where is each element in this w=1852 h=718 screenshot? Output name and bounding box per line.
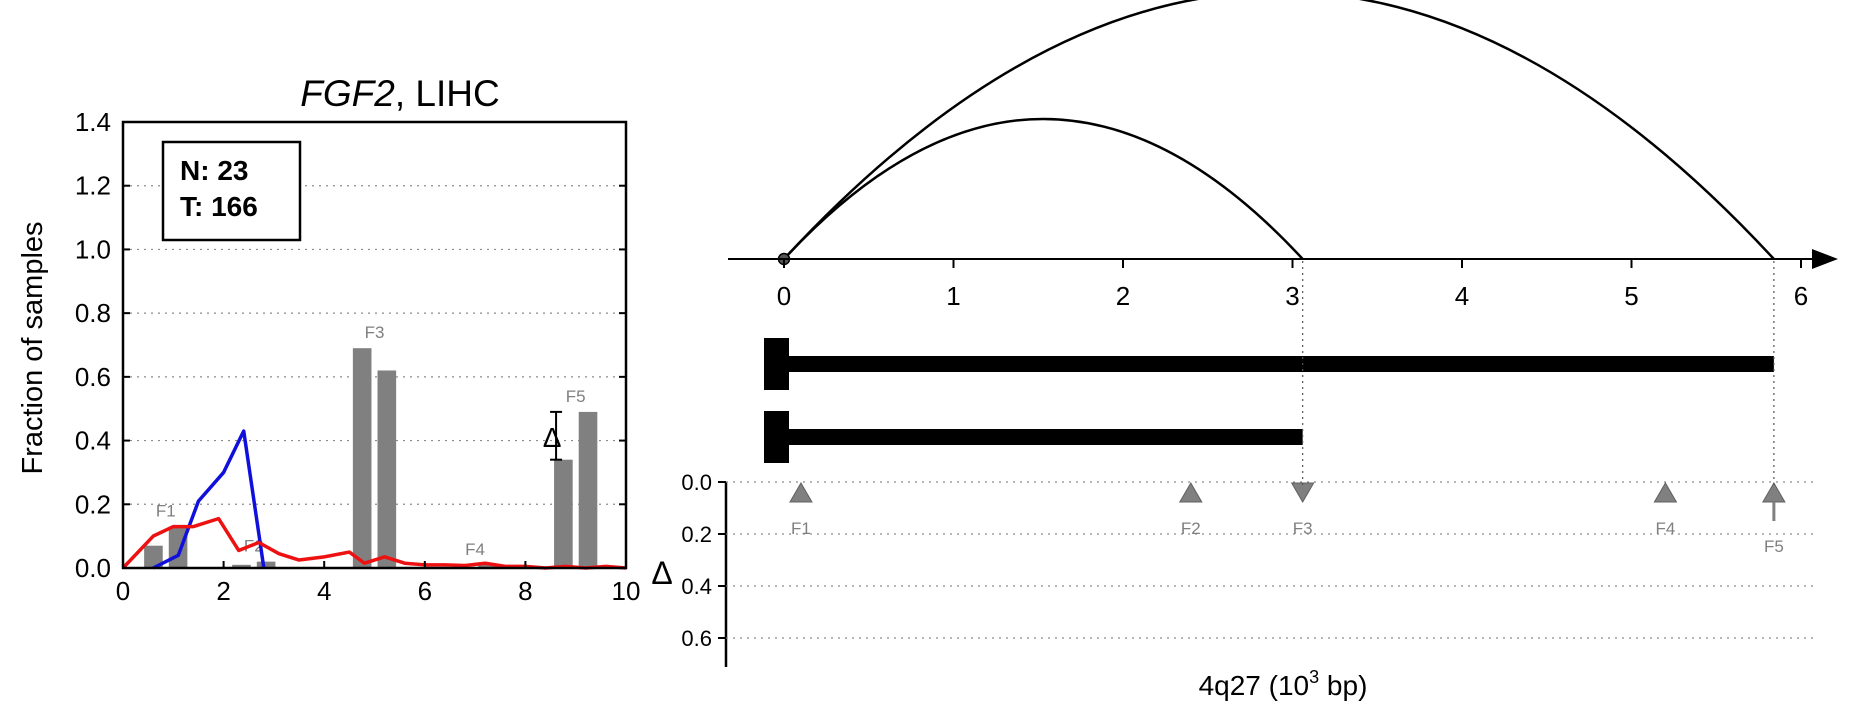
left-x-tick-label: 2 bbox=[216, 576, 230, 606]
fragment-up-triangle-icon bbox=[1178, 482, 1203, 503]
left-y-tick-label: 0.6 bbox=[75, 362, 111, 392]
splice-junction-arc bbox=[783, 0, 1775, 260]
genomic-x-tick-label: 5 bbox=[1624, 281, 1638, 311]
left-x-tick-label: 6 bbox=[418, 576, 432, 606]
delta-y-tick-label: 0.0 bbox=[681, 470, 712, 495]
delta-symbol: Δ bbox=[543, 422, 562, 453]
left-x-tick-label: 10 bbox=[612, 576, 641, 606]
tumor-fraction-bar bbox=[256, 561, 276, 568]
read-distribution-line bbox=[152, 429, 266, 570]
sample-count-legend bbox=[161, 140, 302, 242]
normal-fraction-bar bbox=[352, 348, 372, 568]
right-x-axis-label: 4q27 (103 bp) bbox=[1199, 667, 1368, 701]
axis-arrow-icon bbox=[1812, 249, 1838, 269]
genomic-x-tick-label: 3 bbox=[1285, 281, 1299, 311]
left-y-tick-label: 0.0 bbox=[75, 553, 111, 583]
delta-y-tick-label: 0.2 bbox=[681, 522, 712, 547]
left-y-tick-label: 1.0 bbox=[75, 234, 111, 264]
delta-axis-label: Δ bbox=[651, 555, 672, 591]
normal-fraction-bar bbox=[232, 564, 251, 568]
transcript-bar bbox=[784, 429, 1303, 445]
normal-fraction-bar bbox=[554, 459, 573, 568]
left-y-tick-label: 0.4 bbox=[75, 426, 111, 456]
fragment-label: F1 bbox=[791, 519, 811, 538]
genomic-x-tick-label: 0 bbox=[777, 281, 791, 311]
tumor-fraction-bar bbox=[578, 411, 598, 568]
delta-y-tick-label: 0.4 bbox=[681, 574, 712, 599]
right-arc-diagram: 0 1 2 3 4 5 6 0.0 0.2 0.4 0.6 F1 F2 F3 F4 F5 4q27 (103… bbox=[651, 0, 1838, 701]
genomic-x-tick-label: 4 bbox=[1455, 281, 1469, 311]
delta-y-tick-label: 0.6 bbox=[681, 626, 712, 651]
tumor-fraction-bar bbox=[478, 564, 497, 568]
splice-junction-arc bbox=[783, 117, 1304, 260]
bar-fragment-label: F3 bbox=[365, 323, 385, 342]
left-y-tick-label: 1.2 bbox=[75, 171, 111, 201]
left-y-tick-label: 0.8 bbox=[75, 298, 111, 328]
genomic-x-tick-label: 6 bbox=[1794, 281, 1808, 311]
fragment-label: F5 bbox=[1764, 537, 1784, 556]
fragment-up-triangle-icon bbox=[1762, 482, 1786, 503]
fragment-down-triangle-icon bbox=[1290, 482, 1315, 503]
left-x-tick-label: 0 bbox=[116, 576, 130, 606]
legend-normal-count: N: 23 bbox=[180, 155, 248, 186]
read-distribution-line bbox=[121, 516, 627, 570]
tumor-fraction-bar bbox=[377, 370, 397, 568]
genomic-x-tick-label: 2 bbox=[1116, 281, 1130, 311]
genomic-x-tick-label: 1 bbox=[946, 281, 960, 311]
fragment-label: F3 bbox=[1293, 519, 1313, 538]
bar-fragment-label: F1 bbox=[156, 502, 176, 521]
fragment-label: F4 bbox=[1655, 519, 1675, 538]
legend-tumor-count: T: 166 bbox=[180, 191, 258, 222]
left-x-tick-label: 8 bbox=[518, 576, 532, 606]
fragment-label: F2 bbox=[1181, 519, 1201, 538]
bar-fragment-label: F5 bbox=[566, 387, 586, 406]
fragment-up-triangle-icon bbox=[1653, 482, 1678, 503]
left-bar-chart: FGF2, LIHC Fraction of samples F1F2F3F4F… bbox=[17, 73, 640, 606]
tumor-fraction-bar bbox=[168, 526, 188, 568]
bar-fragment-label: F4 bbox=[465, 540, 485, 559]
left-chart-title: FGF2, LIHC bbox=[300, 73, 499, 114]
transcript-bar bbox=[784, 356, 1774, 372]
left-y-axis-label: Fraction of samples bbox=[17, 221, 49, 474]
normal-fraction-bar bbox=[144, 545, 163, 568]
left-x-tick-label: 4 bbox=[317, 576, 331, 606]
left-y-tick-label: 0.2 bbox=[75, 489, 111, 519]
left-plot-frame bbox=[121, 120, 628, 570]
left-y-tick-label: 1.4 bbox=[75, 107, 111, 137]
fragment-up-triangle-icon bbox=[789, 482, 813, 503]
